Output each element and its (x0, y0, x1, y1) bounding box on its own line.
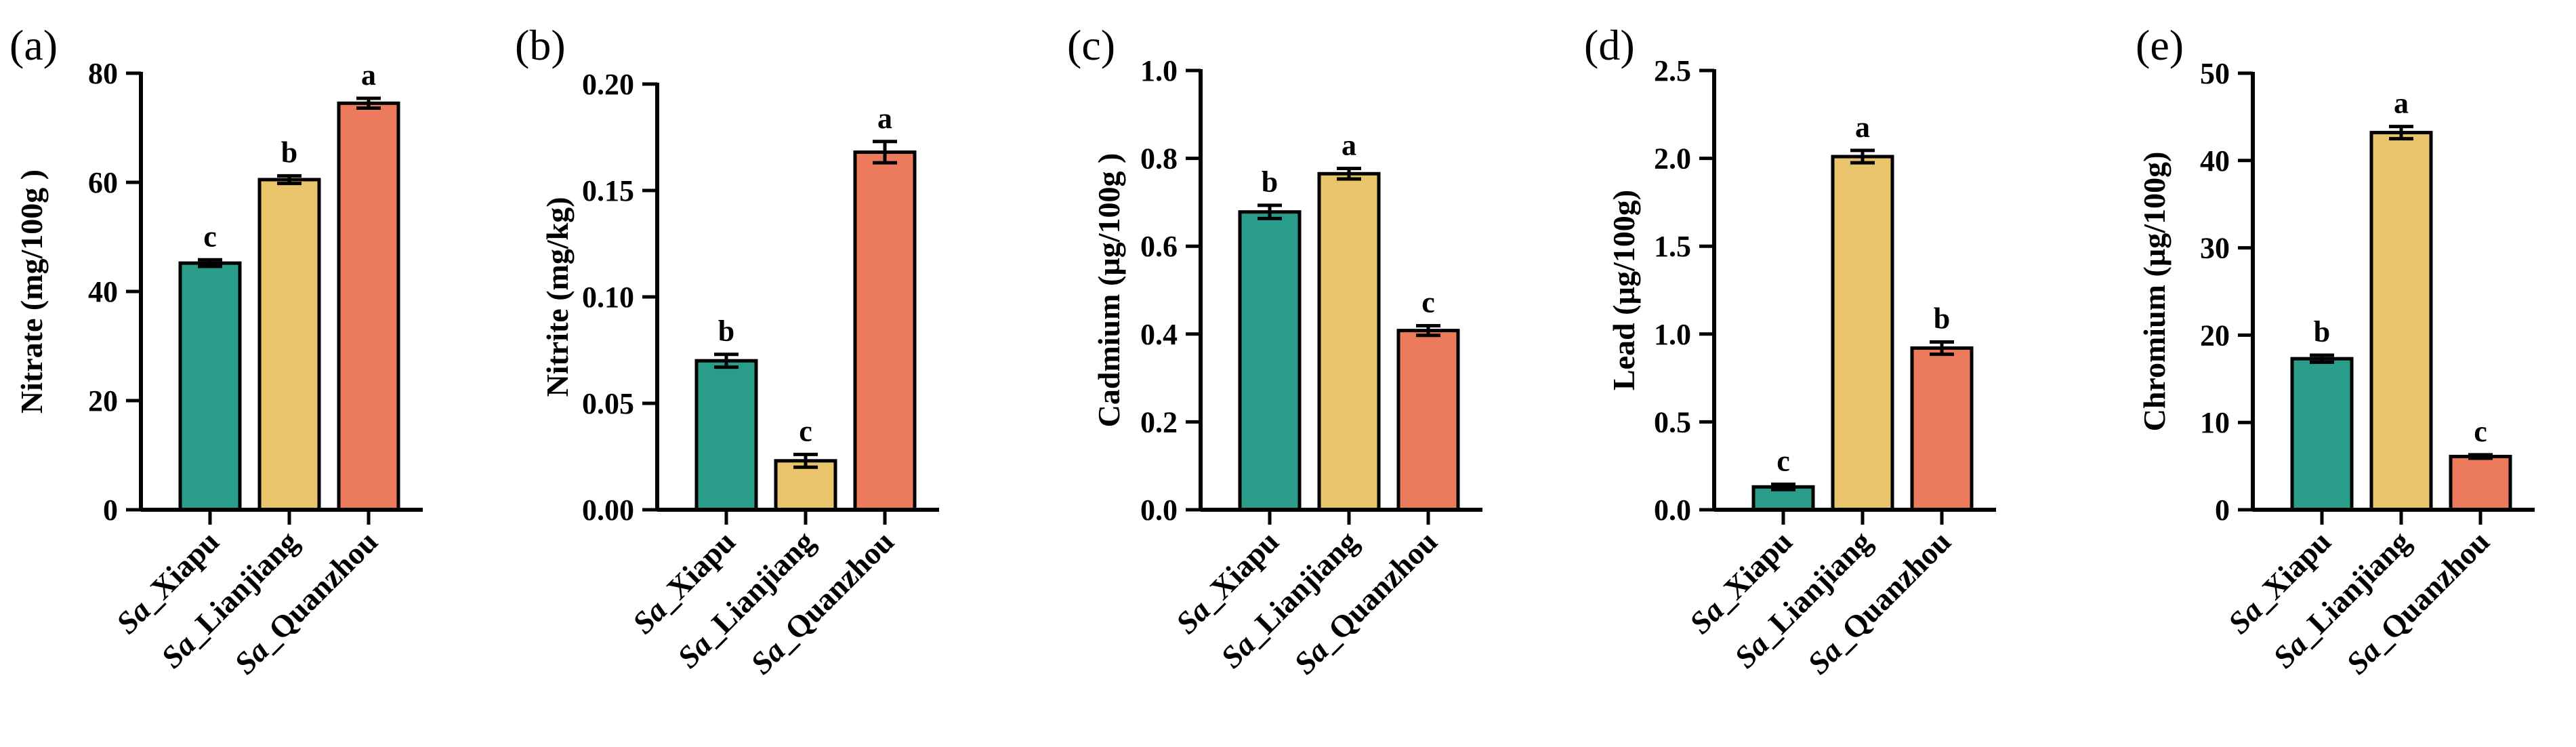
significance-letter: c (1421, 285, 1435, 319)
chart-panel-2: (b)Nitrite (mg/kg) bSa_XiapucSa_Lianjiang… (515, 21, 939, 681)
y-tick-label: 0.0 (1654, 493, 1691, 527)
bar-Sa_Lianjiang (1831, 155, 1894, 512)
error-bar (2310, 353, 2334, 364)
panel-label: (b) (515, 21, 566, 69)
x-tick-label: Sa_Lianjiang (2266, 524, 2417, 674)
error-bar (1337, 167, 1361, 181)
significance-letter: a (1342, 129, 1356, 162)
y-tick-label: 1.0 (1654, 318, 1691, 351)
error-bar (1258, 203, 1282, 220)
y-tick-label: 0.5 (1654, 405, 1691, 439)
significance-letter: a (2394, 87, 2409, 120)
y-tick-label: 40 (2200, 144, 2230, 178)
panel-label: (e) (2136, 21, 2184, 69)
error-bar (356, 96, 381, 110)
significance-letter: c (799, 414, 812, 447)
x-tick-label: Sa_Lianjiang (1728, 524, 1878, 674)
y-tick-label: 0.0 (1140, 493, 1178, 527)
significance-letter: c (203, 220, 217, 253)
y-tick-label: 0 (103, 493, 118, 527)
x-tick-label: Sa_Lianjiang (154, 524, 305, 674)
significance-letter: b (718, 315, 734, 348)
bar-Sa_Quanzhou (1396, 329, 1460, 512)
bar-Sa_Lianjiang (2369, 131, 2433, 512)
y-tick-label: 20 (2200, 319, 2230, 352)
y-tick-label: 0.05 (582, 387, 634, 420)
chart-panel-5: (e)Chromium (µg/100g) bSa_XiapuaSa_Lianji… (2136, 21, 2535, 681)
error-bar (2468, 453, 2493, 460)
bar-Sa_Quanzhou (1910, 346, 1974, 512)
bar-Sa_Quanzhou (2449, 454, 2512, 512)
y-axis-title: Lead (µg/100g) (1606, 190, 1641, 390)
error-bar (198, 258, 222, 268)
error-bar (873, 140, 897, 165)
y-tick-label: 80 (88, 57, 118, 90)
y-tick-label: 0 (2215, 493, 2230, 527)
significance-letter: c (2474, 415, 2487, 448)
y-axis-title: Cadmium (µg/100g ) (1092, 153, 1126, 428)
bar-Sa_Xiapu (694, 359, 758, 512)
significance-letter: a (361, 58, 376, 92)
y-tick-label: 0.8 (1140, 142, 1178, 176)
error-bar (2389, 125, 2413, 141)
y-tick-label: 30 (2200, 232, 2230, 265)
y-tick-label: 60 (88, 166, 118, 199)
bar-Sa_Quanzhou (337, 101, 400, 512)
significance-letter: a (877, 102, 892, 135)
y-tick-label: 40 (88, 275, 118, 308)
x-tick-label: Sa_Lianjiang (671, 524, 821, 674)
bar-Sa_Lianjiang (257, 178, 321, 512)
significance-letter: b (1262, 165, 1278, 199)
error-bar (1416, 323, 1440, 338)
y-tick-label: 1.5 (1654, 230, 1691, 263)
y-tick-label: 0.6 (1140, 230, 1178, 263)
chart-panel-1: (a)Nitrate (mg/100g ) cSa_XiapubSa_Lianji… (9, 21, 423, 681)
error-bar (1930, 340, 1954, 357)
y-axis-title: Nitrite (mg/kg) (540, 197, 575, 397)
y-tick-label: 0.20 (582, 68, 634, 101)
error-bar (1771, 482, 1795, 491)
bar-Sa_Xiapu (1238, 210, 1302, 512)
y-tick-label: 0.00 (582, 493, 634, 527)
y-tick-label: 2.0 (1654, 142, 1691, 176)
y-tick-label: 20 (88, 384, 118, 418)
panel-label: (d) (1584, 21, 1635, 69)
panel-label: (c) (1067, 21, 1115, 69)
bar-Sa_Xiapu (2290, 357, 2354, 512)
y-tick-label: 50 (2200, 57, 2230, 90)
error-bar (714, 352, 739, 369)
bar-Sa_Lianjiang (1317, 171, 1381, 512)
significance-letter: a (1855, 110, 1870, 144)
error-bar (1850, 148, 1875, 165)
significance-letter: b (1934, 302, 1950, 335)
significance-letter: c (1777, 444, 1790, 477)
significance-letter: b (2314, 315, 2330, 348)
significance-letter: b (281, 136, 297, 169)
x-tick-label: Sa_Lianjiang (1214, 524, 1365, 674)
y-tick-label: 0.4 (1140, 318, 1178, 351)
y-axis-title: Chromium (µg/100g) (2137, 152, 2172, 432)
y-tick-label: 1.0 (1140, 54, 1178, 87)
bar-Sa_Xiapu (178, 261, 242, 512)
bar-Sa_Quanzhou (853, 150, 917, 512)
y-tick-label: 0.15 (582, 174, 634, 207)
panel-label: (a) (9, 21, 58, 69)
chart-panel-3: (c)Cadmium (µg/100g ) bSa_XiapuaSa_Lianji… (1067, 21, 1482, 681)
y-tick-label: 0.2 (1140, 405, 1178, 439)
y-axis-title: Nitrate (mg/100g ) (14, 169, 49, 413)
y-tick-label: 10 (2200, 406, 2230, 439)
error-bar (793, 452, 818, 469)
error-bar (277, 174, 302, 186)
chart-panel-4: (d)Lead (µg/100g)cSa_XiapuaSa_Lianjiangb… (1584, 21, 1996, 681)
y-tick-label: 0.10 (582, 281, 634, 314)
y-tick-label: 2.5 (1654, 54, 1691, 87)
